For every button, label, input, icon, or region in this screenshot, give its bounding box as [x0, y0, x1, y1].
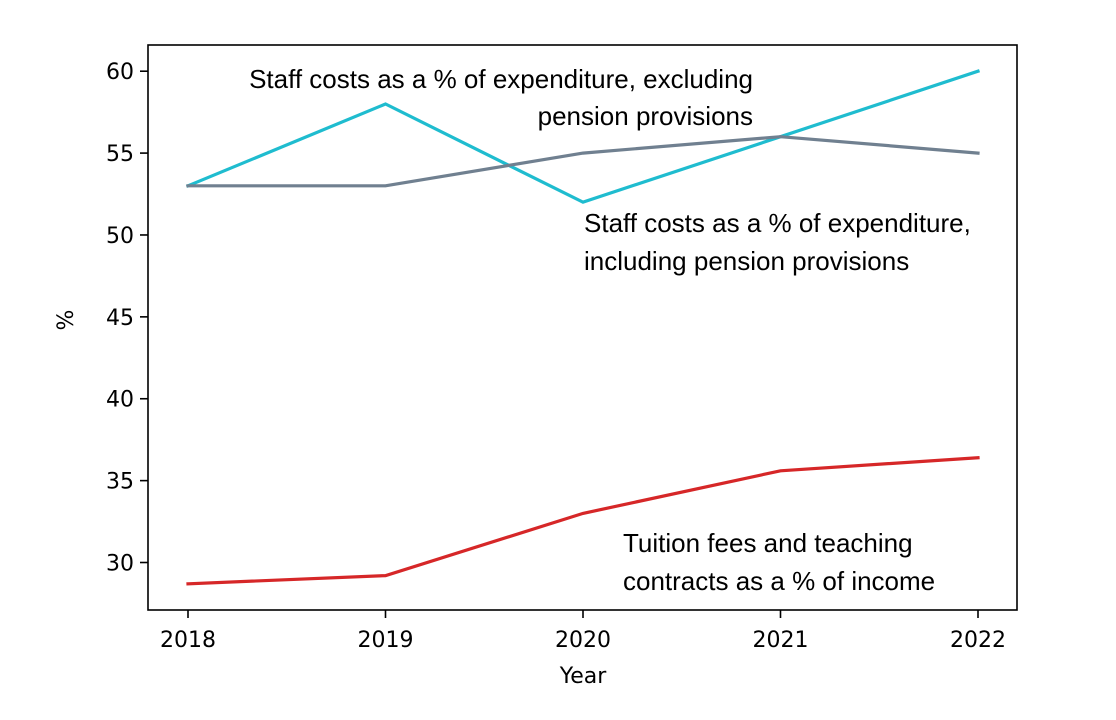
- y-tick-label: 55: [106, 142, 134, 167]
- x-tick-label: 2019: [358, 628, 414, 653]
- y-tick-label: 60: [106, 60, 134, 85]
- series-line-2: [186, 455, 980, 586]
- x-axis: 2018 2019 2020 2021 2022: [160, 610, 1006, 653]
- annotation-line: Tuition fees and teaching: [623, 528, 913, 558]
- y-tick-label: 35: [106, 470, 134, 495]
- annotation-tuition-fees: Tuition fees and teaching contracts as a…: [623, 528, 935, 596]
- y-axis: 30 35 40 45 50 55 60: [106, 60, 148, 577]
- y-tick-label: 45: [106, 306, 134, 331]
- annotation-excluding-pension: Staff costs as a % of expenditure, exclu…: [249, 64, 753, 131]
- annotation-line: Staff costs as a % of expenditure,: [584, 208, 971, 238]
- series-line-0: [185, 69, 981, 204]
- y-tick-label: 40: [106, 388, 134, 413]
- annotation-line: including pension provisions: [584, 246, 909, 276]
- annotation-line: pension provisions: [538, 101, 753, 131]
- x-axis-label: Year: [559, 664, 608, 689]
- x-tick-label: 2018: [160, 628, 216, 653]
- x-tick-label: 2022: [950, 628, 1006, 653]
- series-line-1: [186, 135, 980, 188]
- annotation-line: contracts as a % of income: [623, 566, 935, 596]
- annotation-including-pension: Staff costs as a % of expenditure, inclu…: [584, 208, 971, 276]
- series-layer: [185, 69, 981, 586]
- x-tick-label: 2020: [555, 628, 611, 653]
- x-tick-label: 2021: [753, 628, 809, 653]
- y-tick-label: 50: [106, 224, 134, 249]
- y-axis-label: %: [54, 310, 79, 331]
- y-tick-label: 30: [106, 552, 134, 577]
- annotation-line: Staff costs as a % of expenditure, exclu…: [249, 64, 753, 94]
